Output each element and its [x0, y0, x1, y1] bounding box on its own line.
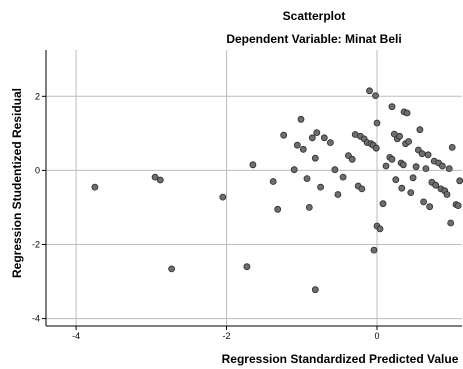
scatter-point	[326, 139, 334, 147]
scatter-point	[409, 174, 417, 182]
scatter-point	[399, 161, 407, 169]
tick-labels: -4 -2 0 2 0 -2 -4	[32, 91, 380, 341]
scatter-point	[348, 155, 356, 163]
scatter-point	[372, 92, 379, 99]
scatter-point	[168, 265, 176, 273]
scatter-point	[382, 162, 390, 170]
scatter-point	[303, 175, 311, 183]
scatter-point	[358, 185, 366, 193]
scatter-point	[297, 115, 305, 123]
scatter-point	[299, 145, 307, 153]
scatter-point	[388, 103, 396, 111]
scatter-point	[308, 134, 316, 142]
scatter-point	[311, 154, 319, 162]
scatter-point	[156, 176, 164, 184]
scatter-point	[311, 286, 319, 294]
scatter-point	[313, 129, 321, 137]
x-tick-label: -4	[72, 331, 80, 341]
x-axis-label: Regression Standardized Predicted Value	[222, 352, 459, 366]
scatter-point	[290, 166, 298, 174]
scatter-point	[249, 161, 257, 169]
scatter-point	[426, 203, 434, 211]
scatter-point	[445, 165, 453, 173]
scatter-point	[331, 166, 339, 174]
scatter-point	[91, 183, 99, 191]
scatter-point	[376, 225, 384, 233]
scatter-point	[422, 165, 430, 173]
axes	[42, 50, 462, 330]
scatter-point	[379, 200, 387, 208]
scatter-point	[366, 87, 373, 95]
scatter-point	[317, 183, 325, 191]
y-tick-label: -4	[32, 314, 40, 324]
scatter-point	[443, 191, 451, 198]
plot-area: -4 -2 0 2 0 -2 -4	[32, 50, 463, 341]
scatter-point	[396, 132, 404, 140]
scatter-point	[372, 144, 380, 152]
scatter-point	[420, 198, 428, 206]
scatter-point	[243, 263, 251, 271]
scatter-point	[432, 181, 440, 189]
scatter-point	[269, 178, 277, 185]
scatter-point	[320, 134, 328, 142]
scatter-point	[373, 119, 381, 127]
scatter-point	[274, 205, 282, 213]
scatter-point	[418, 150, 426, 158]
scatter-point	[334, 191, 342, 198]
scatter-point	[280, 131, 288, 139]
scatter-point	[405, 138, 413, 145]
scatter-point	[305, 203, 313, 211]
x-tick-label: 0	[374, 331, 379, 341]
y-tick-label: 2	[35, 91, 40, 101]
scatter-point	[447, 219, 455, 227]
x-tick-label: -2	[223, 331, 231, 341]
scatter-point	[456, 177, 463, 185]
y-axis-label: Regression Studentized Residual	[10, 88, 24, 278]
scatter-point	[424, 151, 432, 159]
y-tick-label: 0	[35, 165, 40, 175]
data-points	[91, 87, 463, 294]
scatter-point	[339, 173, 347, 181]
y-tick-label: -2	[32, 239, 40, 249]
scatter-point	[392, 176, 400, 184]
scatter-point	[412, 163, 420, 171]
scatter-point	[403, 109, 411, 117]
scatter-point	[438, 162, 446, 170]
scatter-point	[454, 202, 462, 210]
scatter-point	[219, 193, 227, 201]
scatter-point	[416, 126, 424, 134]
scatter-point	[293, 141, 301, 149]
scatter-point	[407, 189, 415, 197]
chart-subtitle: Dependent Variable: Minat Beli	[226, 32, 401, 46]
scatter-point	[398, 184, 406, 192]
scatter-point	[388, 155, 396, 163]
scatter-point	[448, 143, 456, 151]
chart-title: Scatterplot	[283, 9, 346, 23]
scatter-point	[370, 246, 378, 254]
scatter-point	[151, 173, 159, 181]
